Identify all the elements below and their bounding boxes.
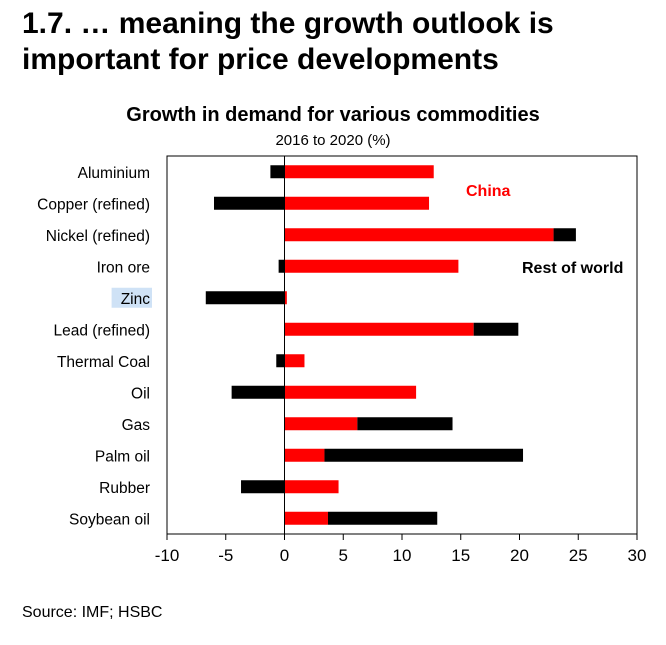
category-label: Gas [122, 417, 151, 434]
category-label: Rubber [99, 480, 150, 497]
category-label: Aluminium [78, 165, 150, 182]
category-label: Soybean oil [69, 511, 150, 528]
x-tick-label: 5 [339, 546, 348, 565]
category-label: Oil [131, 385, 150, 402]
bar-china [284, 259, 459, 273]
bar-china [284, 354, 305, 368]
bar-china [284, 196, 430, 210]
chart-subtitle: 2016 to 2020 (%) [275, 132, 391, 149]
category-highlight [111, 287, 152, 308]
bar-rest-of-world [214, 196, 285, 210]
bar-china [284, 228, 554, 242]
bar-china [284, 322, 474, 336]
category-label: Iron ore [97, 259, 150, 276]
bar-china [284, 165, 434, 179]
category-label: Thermal Coal [57, 354, 150, 371]
x-tick-label: -10 [155, 546, 180, 565]
x-tick-label: 30 [628, 546, 647, 565]
x-tick-label: 20 [510, 546, 529, 565]
slide-title: 1.7. … meaning the growth outlook is imp… [22, 7, 554, 76]
x-tick-label: 25 [569, 546, 588, 565]
bar-china [284, 511, 328, 525]
plot-frame [166, 155, 638, 535]
chart-title: Growth in demand for various commodities [126, 104, 540, 126]
bar-rest-of-world [357, 417, 453, 431]
bar-china [284, 448, 325, 462]
bar-rest-of-world [553, 228, 576, 242]
category-label: Nickel (refined) [46, 228, 150, 245]
x-tick-label: 15 [451, 546, 470, 565]
legend-rest-of-world: Rest of world [522, 260, 623, 277]
bar-rest-of-world [231, 385, 285, 399]
category-label: Zinc [121, 291, 151, 308]
x-tick-label: -5 [218, 546, 233, 565]
bar-china [284, 385, 417, 399]
bar-rest-of-world [241, 480, 285, 494]
category-label: Lead (refined) [53, 322, 150, 339]
bar-rest-of-world [473, 322, 519, 336]
bar-rest-of-world [276, 354, 285, 368]
bar-rest-of-world [270, 165, 285, 179]
bar-china [284, 291, 287, 305]
bar-rest-of-world [324, 448, 524, 462]
category-label: Copper (refined) [37, 196, 150, 213]
bar-rest-of-world [327, 511, 438, 525]
source-note: Source: IMF; HSBC [22, 604, 163, 621]
bar-rest-of-world [205, 291, 285, 305]
legend-china: China [466, 183, 511, 200]
bar-china [284, 417, 358, 431]
category-label: Palm oil [95, 448, 150, 465]
x-tick-label: 10 [393, 546, 412, 565]
bar-rest-of-world [278, 259, 285, 273]
bar-china [284, 480, 339, 494]
x-tick-label: 0 [280, 546, 289, 565]
